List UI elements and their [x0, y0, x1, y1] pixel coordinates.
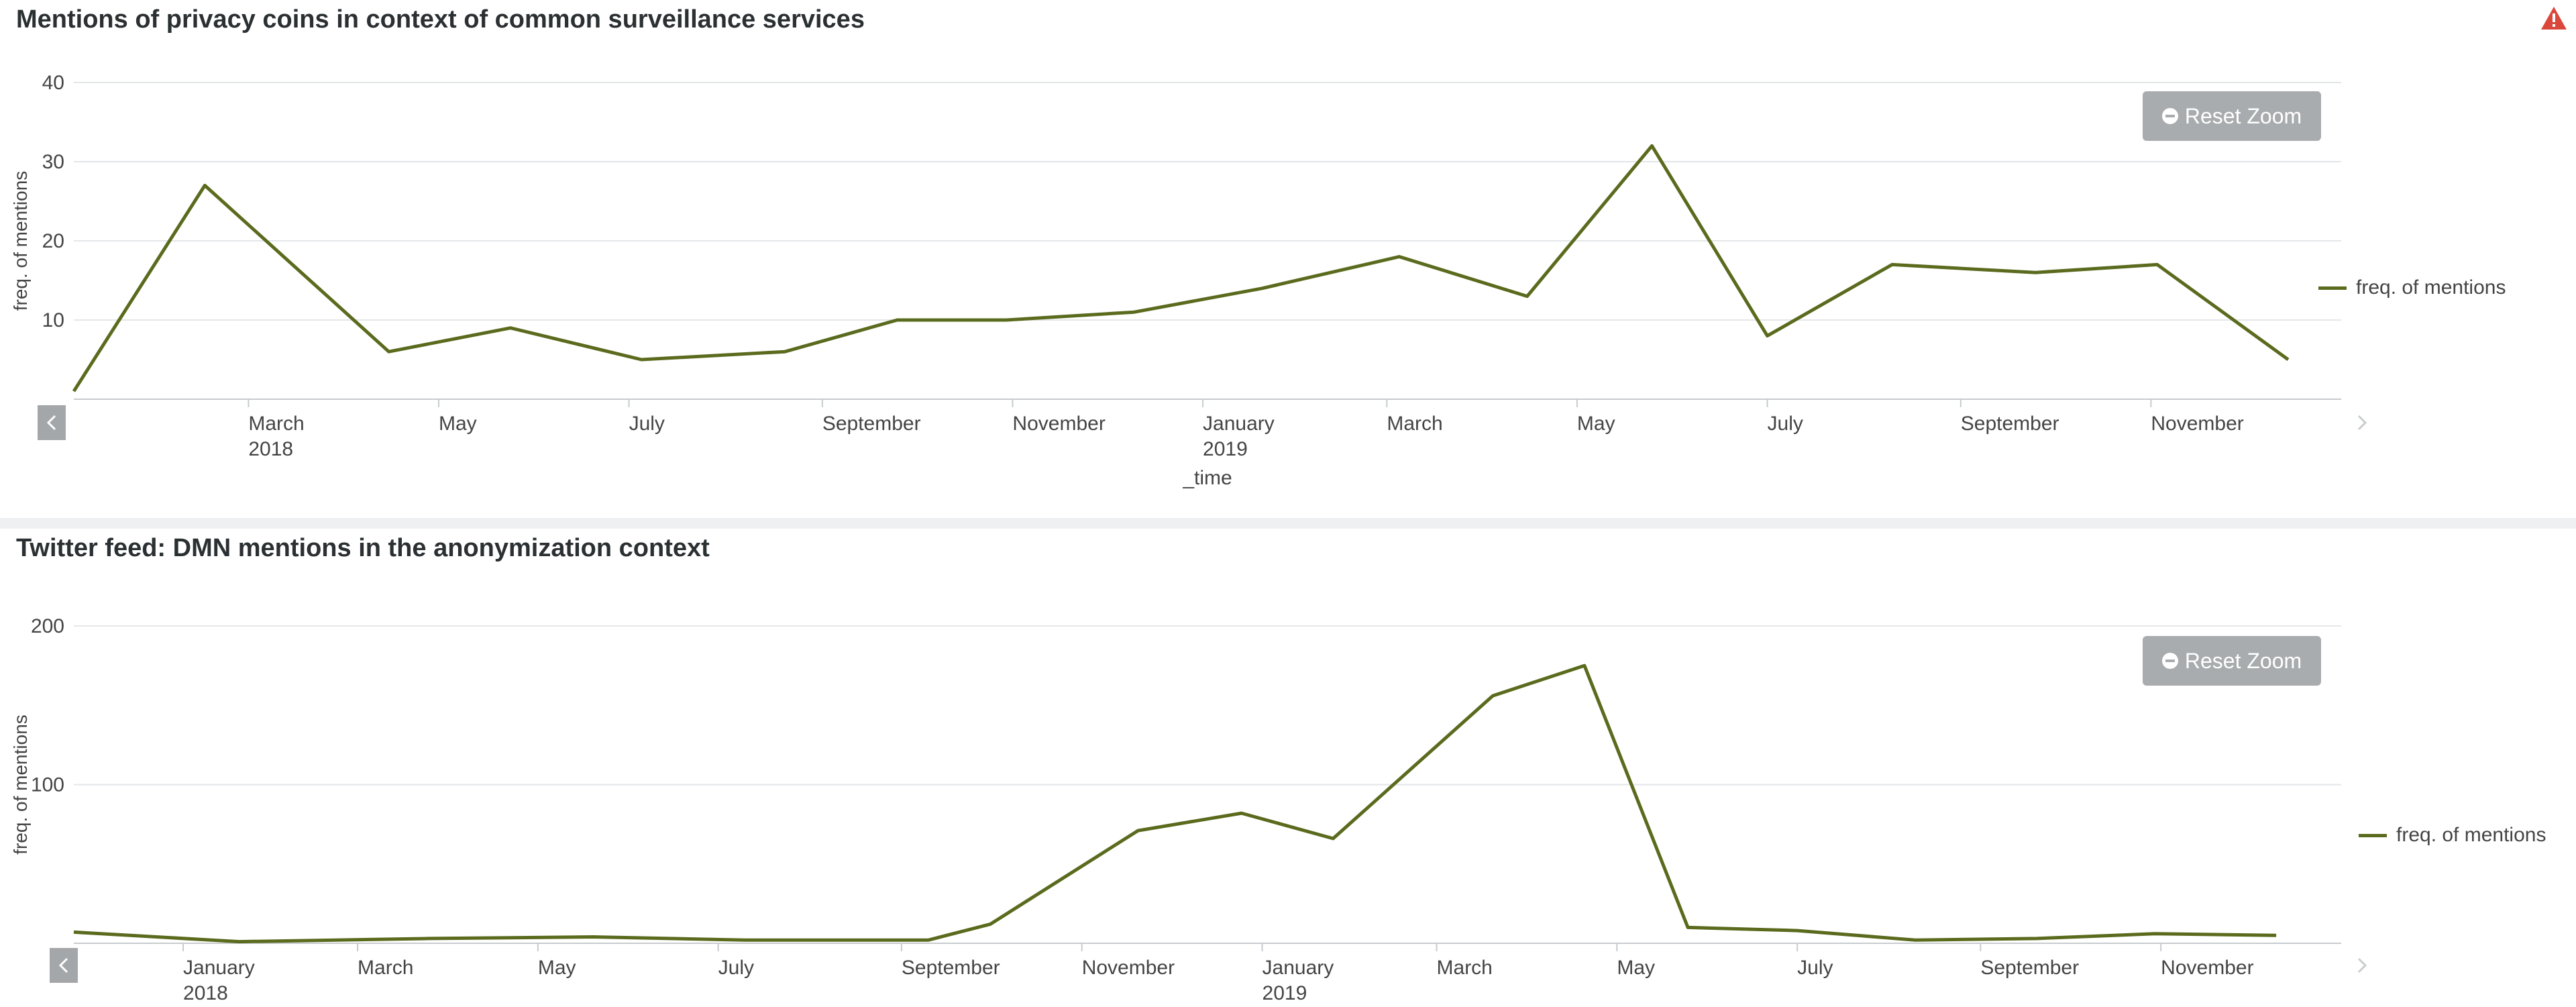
- x-tick-label: September: [902, 957, 1000, 979]
- x-tick-label: November: [2161, 957, 2253, 979]
- chart-panel-top: Mentions of privacy coins in context of …: [10, 5, 2568, 489]
- legend-label: freq. of mentions: [2396, 824, 2546, 846]
- x-tick-label: March: [358, 957, 413, 979]
- chart-legend[interactable]: freq. of mentions: [2318, 276, 2506, 299]
- line-chart: 100 200 January 2018 March May July September No…: [10, 615, 2341, 1004]
- y-tick-label: 200: [31, 615, 64, 637]
- chevron-left-icon: [58, 957, 68, 973]
- y-axis-title: freq. of mentions: [10, 714, 31, 855]
- x-tick-label: January: [1263, 957, 1334, 979]
- x-tick-label: September: [822, 413, 921, 435]
- scroll-left-button[interactable]: [50, 948, 78, 983]
- x-tick-label: July: [718, 957, 754, 979]
- x-tick-label: July: [1797, 957, 1833, 979]
- y-tick-label: 10: [42, 309, 64, 331]
- minus-circle-icon: [2161, 108, 2178, 124]
- x-tick-label: September: [1961, 413, 2059, 435]
- x-tick-year-label: 2019: [1263, 982, 1307, 1004]
- x-tick-label: May: [1577, 413, 1615, 435]
- y-tick-label: 100: [31, 774, 64, 796]
- scroll-right-button[interactable]: [2352, 948, 2372, 983]
- chart-panel-bottom: Twitter feed: DMN mentions in the anonym…: [0, 529, 2576, 1007]
- x-tick-label: May: [538, 957, 576, 979]
- y-tick-label: 20: [42, 230, 64, 252]
- x-tick-label: March: [248, 413, 304, 435]
- x-tick-label: May: [1617, 957, 1655, 979]
- chevron-right-icon: [2357, 415, 2367, 431]
- x-tick-year-label: 2019: [1203, 438, 1248, 460]
- y-tick-label: 30: [42, 151, 64, 173]
- series-line: [72, 144, 2290, 392]
- x-tick-label: November: [1082, 957, 1175, 979]
- scroll-right-button[interactable]: [2352, 405, 2372, 440]
- reset-zoom-label: Reset Zoom: [2184, 103, 2302, 128]
- x-tick-label: January: [1203, 413, 1275, 435]
- x-tick-year-label: 2018: [248, 438, 293, 460]
- x-tick-label: March: [1387, 413, 1442, 435]
- x-tick-label: March: [1437, 957, 1493, 979]
- x-tick-label: July: [1768, 413, 1803, 435]
- x-tick-label: November: [1012, 413, 1105, 435]
- chevron-left-icon: [46, 415, 56, 431]
- x-tick-year-label: 2018: [183, 982, 228, 1004]
- x-tick-label: November: [2151, 413, 2243, 435]
- x-tick-label: January: [183, 957, 255, 979]
- reset-zoom-button[interactable]: Reset Zoom: [2143, 91, 2321, 141]
- x-tick-label: May: [439, 413, 477, 435]
- x-axis-title: _time: [1182, 467, 1232, 489]
- panel-divider: [0, 518, 2576, 529]
- y-axis-title: freq. of mentions: [10, 171, 31, 311]
- scroll-left-button[interactable]: [38, 405, 66, 440]
- chevron-right-icon: [2357, 957, 2367, 973]
- line-chart: 10 20 30 40 March 2018 May July September Novembe…: [10, 72, 2341, 489]
- legend-label: freq. of mentions: [2356, 276, 2506, 299]
- chart-title: Twitter feed: DMN mentions in the anonym…: [16, 534, 710, 562]
- x-tick-label: September: [1980, 957, 2079, 979]
- legend-swatch: [2359, 833, 2387, 837]
- reset-zoom-label: Reset Zoom: [2184, 648, 2302, 673]
- x-tick-label: July: [629, 413, 665, 435]
- legend-swatch: [2318, 286, 2347, 290]
- warning-icon[interactable]: [2540, 5, 2568, 31]
- chart-legend[interactable]: freq. of mentions: [2359, 824, 2546, 847]
- series-line: [73, 664, 2277, 944]
- chart-title: Mentions of privacy coins in context of …: [16, 5, 865, 34]
- y-tick-label: 40: [42, 72, 64, 94]
- minus-circle-icon: [2161, 653, 2178, 669]
- reset-zoom-button[interactable]: Reset Zoom: [2143, 636, 2321, 686]
